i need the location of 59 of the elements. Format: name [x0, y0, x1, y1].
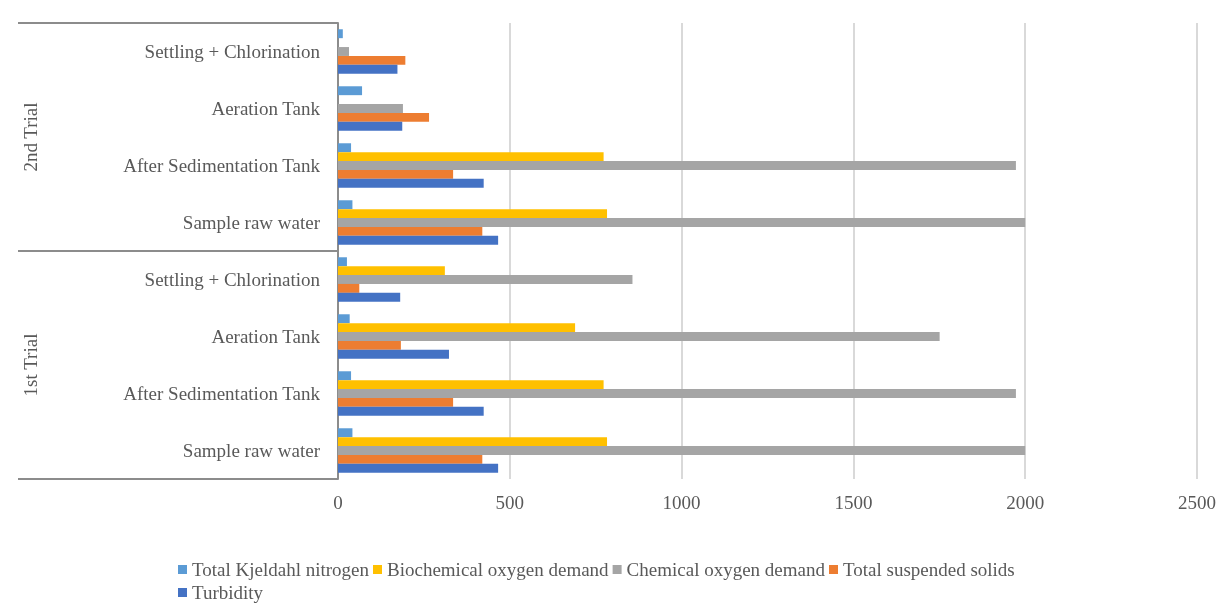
bar: [338, 169, 454, 179]
y-tick-label: After Sedimentation Tank: [123, 155, 321, 176]
bar: [338, 332, 940, 341]
bar: [338, 437, 608, 447]
bar: [338, 47, 349, 56]
bar: [338, 226, 483, 236]
x-tick-label: 0: [333, 492, 343, 513]
x-tick-label: 500: [495, 492, 525, 513]
bar: [338, 349, 449, 359]
bar: [338, 218, 1026, 227]
bar: [338, 283, 360, 293]
bar: [338, 178, 484, 188]
y-tick-label: Sample raw water: [182, 440, 321, 461]
bar: [338, 257, 347, 267]
bar: [338, 86, 363, 96]
bar: [338, 235, 499, 245]
y-tick-label: After Sedimentation Tank: [123, 383, 321, 404]
y-tick-label: Aeration Tank: [211, 326, 321, 347]
bar: [338, 112, 430, 122]
bar: [338, 121, 403, 131]
text: 2nd Trial: [19, 102, 41, 172]
bar: [338, 406, 484, 416]
bar: [338, 380, 604, 390]
y-tick-label: Sample raw water: [182, 212, 321, 233]
x-tick-label: 1000: [662, 492, 701, 513]
bar: [338, 397, 454, 407]
bar: [338, 454, 483, 464]
bar: [338, 275, 633, 284]
y-tick-label: Aeration Tank: [211, 98, 321, 119]
bar: [338, 266, 445, 276]
bar: [338, 463, 499, 473]
y-tick-label: Settling + Chlorination: [144, 269, 321, 290]
bar: [338, 292, 401, 302]
legend-label: Total suspended solids: [843, 559, 1015, 580]
bar: [338, 161, 1016, 170]
bar: [338, 389, 1016, 398]
legend-label: Total Kjeldahl nitrogen: [192, 559, 370, 580]
bar: [338, 152, 604, 162]
bar: [338, 209, 608, 219]
x-tick-label: 1500: [834, 492, 873, 513]
y-tick-label: Settling + Chlorination: [144, 41, 321, 62]
bar: [338, 446, 1026, 455]
text: 1st Trial: [19, 333, 41, 397]
bar: [338, 64, 398, 74]
bar: [338, 55, 406, 65]
bar: [338, 340, 401, 350]
bar: [338, 323, 576, 333]
legend-label: Biochemical oxygen demand: [387, 559, 610, 580]
bar: [338, 104, 403, 113]
x-tick-label: 2000: [1006, 492, 1045, 513]
bar: [338, 371, 352, 381]
bar: [338, 143, 352, 153]
bar: [338, 200, 353, 210]
legend-label: Turbidity: [192, 582, 264, 603]
bar: [338, 29, 343, 39]
x-tick-label: 2500: [1178, 492, 1216, 513]
bar: [338, 428, 353, 438]
legend-label: Chemical oxygen demand: [626, 559, 826, 580]
bar: [338, 314, 350, 324]
